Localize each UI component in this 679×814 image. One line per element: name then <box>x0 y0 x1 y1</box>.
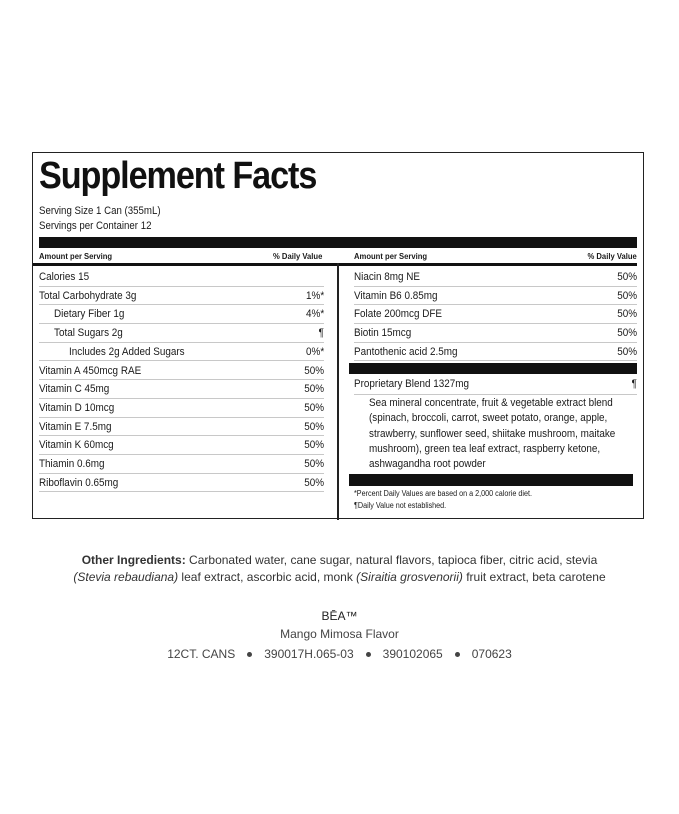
nutrient-label: Thiamin 0.6mg <box>39 458 105 470</box>
nutrient-row: Vitamin E 7.5mg 50% <box>39 418 324 437</box>
nutrient-label: Riboflavin 0.65mg <box>39 476 119 489</box>
daily-value: 4%* <box>305 308 324 321</box>
nutrient-label: Biotin 15mcg <box>354 327 412 340</box>
footnote-bar <box>349 474 633 486</box>
stevia-latin: (Stevia rebaudiana) <box>73 569 179 584</box>
daily-value: 50% <box>304 383 324 396</box>
daily-value: 50% <box>304 476 324 489</box>
header-bar <box>39 237 637 248</box>
bullet-icon <box>365 652 371 658</box>
bullet-icon <box>247 652 253 658</box>
daily-value: 50% <box>304 364 324 377</box>
nutrient-row: Thiamin 0.6mg 50% <box>39 455 324 474</box>
nutrient-label: Dietary Fiber 1g <box>54 308 125 321</box>
blend-bar <box>349 363 637 374</box>
other-ingredients-text: leaf extract, ascorbic acid, monk <box>178 569 357 584</box>
left-header-rule <box>33 263 338 266</box>
left-amount-header: Amount per Serving <box>39 251 113 261</box>
panel-title: Supplement Facts <box>39 155 317 197</box>
nutrient-label: Vitamin E 7.5mg <box>39 420 112 433</box>
code: 12CT. CANS <box>167 647 236 661</box>
nutrient-row: Vitamin D 10mcg 50% <box>39 399 324 418</box>
blend-label: Proprietary Blend 1327mg <box>354 378 470 390</box>
daily-value: 50% <box>304 401 324 414</box>
footnote-dv: *Percent Daily Values are based on a 2,0… <box>354 489 532 498</box>
nutrient-row: Vitamin A 450mcg RAE 50% <box>39 362 324 381</box>
nutrient-label: Vitamin D 10mcg <box>39 401 115 414</box>
daily-value: 50% <box>617 308 637 321</box>
daily-value: 50% <box>617 289 637 302</box>
monk-latin: (Siraitia grosvenorii) <box>356 569 463 584</box>
daily-value: 50% <box>617 327 637 340</box>
other-ingredients: Other Ingredients: Carbonated water, can… <box>0 552 679 585</box>
nutrient-row: Total Sugars 2g ¶ <box>39 324 324 343</box>
nutrient-row: Biotin 15mcg 50% <box>354 324 637 343</box>
nutrient-label: Includes 2g Added Sugars <box>69 345 185 358</box>
nutrient-row: Folate 200mcg DFE 50% <box>354 305 637 325</box>
left-dv-header: % Daily Value <box>273 251 323 261</box>
nutrient-row: Total Carbohydrate 3g 1%* <box>39 287 324 306</box>
nutrient-label: Pantothenic acid 2.5mg <box>354 345 458 358</box>
nutrient-row: Calories 15 <box>39 268 324 287</box>
blend-row: Proprietary Blend 1327mg ¶ <box>354 375 637 395</box>
daily-value: ¶ <box>318 327 324 340</box>
daily-value: 50% <box>304 439 324 452</box>
nutrient-label: Vitamin K 60mcg <box>39 439 114 452</box>
nutrient-label: Vitamin B6 0.85mg <box>354 289 438 302</box>
blend-dv: ¶ <box>631 378 637 390</box>
code: 390017H.065-03 <box>264 647 354 661</box>
right-amount-header: Amount per Serving <box>354 251 428 261</box>
nutrient-row: Includes 2g Added Sugars 0%* <box>39 343 324 362</box>
flavor: Mango Mimosa Flavor <box>280 627 399 641</box>
blend-ingredients: Sea mineral concentrate, fruit & vegetab… <box>369 397 616 471</box>
other-ingredients-text: fruit extract, beta carotene <box>462 569 606 584</box>
serving-size: Serving Size 1 Can (355mL) <box>39 205 161 217</box>
nutrient-row: Vitamin C 45mg 50% <box>39 380 324 399</box>
right-header-rule <box>338 263 637 266</box>
brand: BĒA™ <box>321 609 358 623</box>
nutrient-label: Folate 200mcg DFE <box>354 308 443 321</box>
nutrient-label: Total Carbohydrate 3g <box>39 289 137 302</box>
bullet-icon <box>454 652 460 658</box>
right-dv-header: % Daily Value <box>587 251 637 261</box>
footnote-not-established: ¶Daily Value not established. <box>354 501 447 510</box>
daily-value: 50% <box>304 458 324 470</box>
nutrient-label: Niacin 8mg NE <box>354 271 421 283</box>
nutrient-label: Vitamin C 45mg <box>39 383 110 396</box>
other-ingredients-label: Other Ingredients: <box>81 553 186 567</box>
daily-value: 50% <box>617 271 637 283</box>
code: 390102065 <box>382 647 443 661</box>
nutrient-row: Pantothenic acid 2.5mg 50% <box>354 343 637 362</box>
nutrient-row: Riboflavin 0.65mg 50% <box>39 474 324 493</box>
nutrient-row: Niacin 8mg NE 50% <box>354 268 637 287</box>
column-divider <box>337 263 339 520</box>
daily-value: 0%* <box>305 345 324 358</box>
supplement-facts-panel: Supplement Facts Serving Size 1 Can (355… <box>32 152 644 520</box>
servings-per-container: Servings per Container 12 <box>39 220 152 232</box>
daily-value: 1%* <box>305 289 324 302</box>
nutrient-label: Total Sugars 2g <box>54 327 123 340</box>
other-ingredients-text: Carbonated water, cane sugar, natural fl… <box>185 553 598 567</box>
daily-value: 50% <box>304 420 324 433</box>
nutrient-row: Vitamin B6 0.85mg 50% <box>354 287 637 306</box>
daily-value: 50% <box>617 345 637 358</box>
nutrient-label: Calories 15 <box>39 271 90 283</box>
nutrient-row: Vitamin K 60mcg 50% <box>39 436 324 455</box>
nutrient-row: Dietary Fiber 1g 4%* <box>39 305 324 325</box>
nutrient-label: Vitamin A 450mcg RAE <box>39 364 142 377</box>
code: 070623 <box>471 647 512 661</box>
product-codes: 12CT. CANS 390017H.065-03 390102065 070623 <box>0 647 679 661</box>
